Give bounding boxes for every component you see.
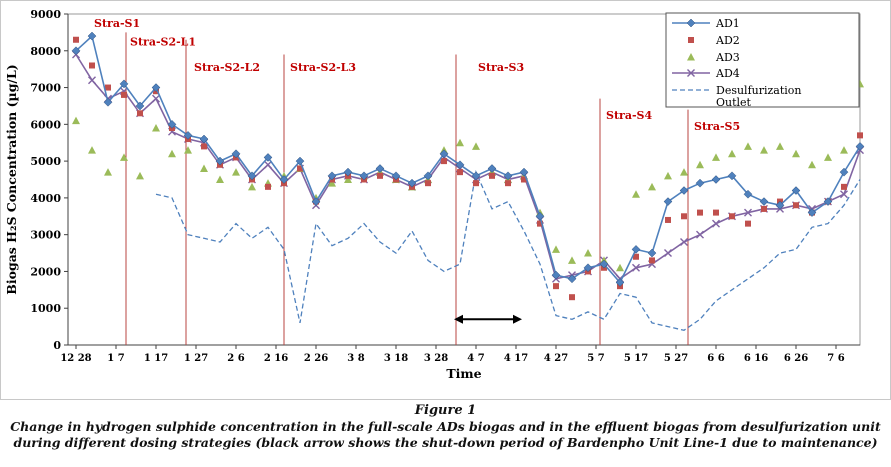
svg-text:6000: 6000 [30,118,61,131]
svg-text:2000: 2000 [30,265,61,278]
legend-entry-ad1: AD1 [672,17,740,30]
legend-entry-ad2: AD2 [688,34,740,47]
svg-text:2 6: 2 6 [227,353,244,364]
svg-text:AD3: AD3 [715,51,740,64]
svg-text:Stra-S5: Stra-S5 [694,120,740,133]
svg-text:1000: 1000 [30,302,61,315]
figure-label: Figure 1 [414,403,477,418]
svg-text:3 18: 3 18 [384,353,408,364]
h2s-concentration-chart: 0 1000 2000 3000 4000 5000 6000 7000 8000 9000 12 … [0,0,891,400]
x-axis-ticks: 12 28 1 7 1 17 1 27 2 6 2 16 2 26 3 8 3 18 3 28 4 … [60,345,845,364]
svg-text:1 17: 1 17 [144,353,168,364]
svg-text:9000: 9000 [30,8,61,21]
svg-text:2 16: 2 16 [264,353,288,364]
legend-entry-ad3: AD3 [687,51,740,64]
svg-text:5 7: 5 7 [587,353,604,364]
figure-caption: Figure 1 Change in hydrogen sulphide con… [0,400,891,452]
svg-text:7 6: 7 6 [827,353,844,364]
y-axis-ticks: 0 1000 2000 3000 4000 5000 6000 7000 8000 9000 [30,8,68,352]
svg-text:Stra-S2-L2: Stra-S2-L2 [194,61,260,74]
svg-text:4000: 4000 [30,192,61,205]
svg-text:2 26: 2 26 [304,353,328,364]
svg-text:Stra-S2-L3: Stra-S2-L3 [290,61,356,74]
series-desulfurization-outlet [155,169,861,331]
svg-text:4 17: 4 17 [504,353,528,364]
svg-text:4 7: 4 7 [467,353,484,364]
caption-text: Change in hydrogen sulphide concentratio… [10,419,881,451]
svg-text:6 26: 6 26 [784,353,808,364]
svg-text:Stra-S1: Stra-S1 [94,17,140,30]
svg-text:5000: 5000 [30,155,61,168]
svg-text:0: 0 [53,339,61,352]
svg-text:7000: 7000 [30,82,61,95]
strategy-labels: Stra-S1 Stra-S2-L1 Stra-S2-L2 Stra-S2-L3 Str… [94,17,740,133]
svg-text:6 6: 6 6 [707,353,724,364]
series-ad1 [71,31,865,287]
svg-text:12 28: 12 28 [60,353,91,364]
svg-text:AD2: AD2 [715,34,740,47]
svg-text:3000: 3000 [30,229,61,242]
svg-text:3 8: 3 8 [347,353,364,364]
legend: AD1 AD2 AD3 AD4 Desulfurization Outlet [665,12,860,109]
svg-text:AD1: AD1 [715,17,740,30]
svg-text:AD4: AD4 [715,67,740,80]
svg-text:5 17: 5 17 [624,353,648,364]
svg-text:5 27: 5 27 [664,353,688,364]
legend-entry-desulfurization-outlet: Desulfurization Outlet [672,84,802,109]
x-axis-title: Time [446,366,481,381]
svg-text:1 27: 1 27 [184,353,208,364]
svg-text:Stra-S4: Stra-S4 [606,109,652,122]
svg-text:8000: 8000 [30,45,61,58]
chart-area: 0 1000 2000 3000 4000 5000 6000 7000 8000 9000 12 … [0,0,891,400]
y-axis-title: Biogas H₂S Concentration (µg/L) [4,64,19,294]
svg-text:1 7: 1 7 [107,353,124,364]
svg-text:3 28: 3 28 [424,353,448,364]
svg-text:Stra-S2-L1: Stra-S2-L1 [130,35,196,48]
shutdown-period-arrow [454,314,522,324]
svg-text:4 27: 4 27 [544,353,568,364]
legend-entry-ad4: AD4 [672,67,740,80]
svg-text:Stra-S3: Stra-S3 [478,61,524,74]
svg-text:6 16: 6 16 [744,353,768,364]
